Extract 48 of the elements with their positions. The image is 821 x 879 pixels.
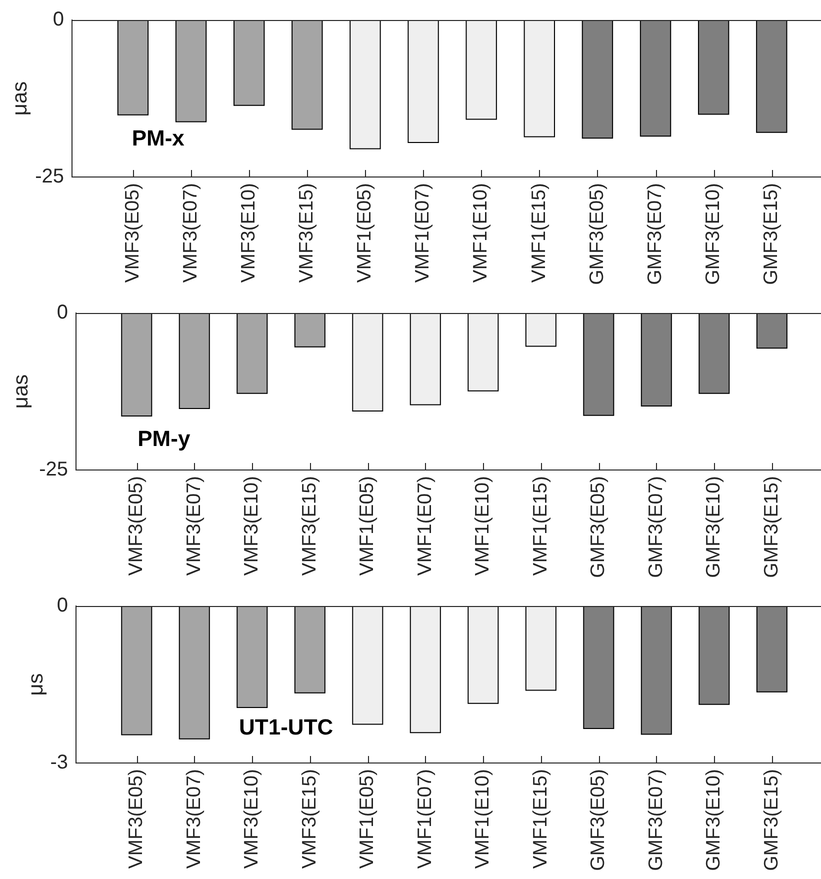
- x-tick-label: VMF3(E05): [125, 476, 148, 576]
- x-tick-label: GMF3(E15): [760, 769, 782, 871]
- x-tick-label: GMF3(E05): [586, 183, 608, 285]
- x-tick-label: GMF3(E07): [644, 183, 666, 285]
- x-tick-label: VMF3(E05): [125, 769, 148, 869]
- x-tick-label: VMF3(E10): [240, 476, 263, 576]
- x-tick-label: VMF1(E05): [356, 476, 378, 576]
- y-axis-title: μs: [24, 673, 48, 696]
- x-tick-label: VMF3(E15): [296, 183, 318, 283]
- x-tick-label: GMF3(E05): [587, 769, 610, 871]
- x-tick-label: VMF3(E07): [182, 769, 205, 869]
- x-tick-label: GMF3(E10): [702, 476, 725, 578]
- x-tick-label: VMF3(E07): [182, 476, 205, 576]
- x-tick-label: VMF1(E15): [529, 476, 552, 576]
- y-tick-label: -25: [35, 166, 64, 188]
- y-tick-label: 0: [56, 594, 68, 617]
- x-tick-label: VMF1(E15): [529, 769, 552, 869]
- annotation: PM-y: [138, 426, 191, 452]
- x-tick-label: VMF1(E07): [412, 183, 434, 283]
- y-tick-label: -25: [39, 458, 68, 481]
- x-tick-label: VMF3(E15): [298, 476, 320, 576]
- x-tick-label: VMF3(E10): [240, 769, 263, 869]
- y-tick-label: 0: [52, 8, 64, 31]
- annotation: UT1-UTC: [239, 714, 334, 740]
- x-tick-label: VMF1(E10): [472, 769, 494, 869]
- y-axis-title: μas: [9, 374, 32, 409]
- x-tick-label: VMF1(E07): [414, 476, 436, 576]
- y-axis-title: μas: [8, 81, 32, 116]
- x-tick-label: VMF1(E10): [472, 476, 494, 576]
- x-tick-label: GMF3(E07): [644, 769, 667, 871]
- x-tick-label: GMF3(E10): [702, 769, 725, 871]
- x-tick-label: GMF3(E15): [760, 183, 782, 285]
- x-tick-label: VMF3(E15): [298, 769, 320, 869]
- x-tick-label: GMF3(E05): [587, 476, 610, 578]
- annotation: PM-x: [132, 125, 186, 150]
- x-tick-label: VMF3(E05): [121, 183, 144, 283]
- x-tick-label: VMF1(E05): [354, 183, 376, 283]
- x-tick-label: VMF1(E07): [414, 769, 436, 869]
- x-tick-label: VMF1(E15): [528, 183, 550, 283]
- x-tick-label: VMF1(E05): [356, 769, 378, 869]
- x-tick-label: VMF3(E10): [237, 183, 260, 283]
- x-tick-label: VMF1(E10): [470, 183, 492, 283]
- x-tick-label: GMF3(E15): [760, 476, 782, 578]
- y-tick-label: -3: [50, 752, 68, 774]
- y-tick-label: 0: [56, 302, 68, 324]
- x-tick-label: VMF3(E07): [179, 183, 202, 283]
- x-tick-label: GMF3(E10): [702, 183, 724, 285]
- x-tick-label: GMF3(E07): [644, 476, 667, 578]
